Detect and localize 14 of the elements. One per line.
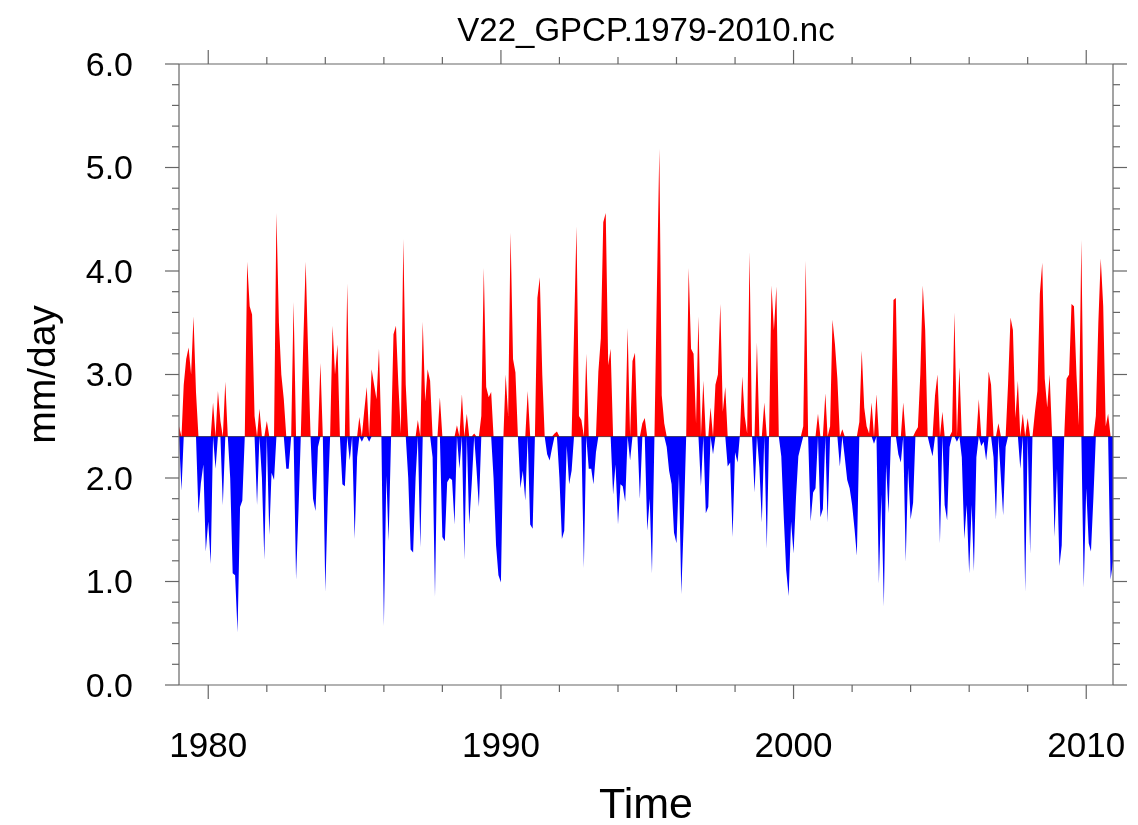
x-tick-label: 2010 xyxy=(1047,725,1126,764)
y-tick-label: 1.0 xyxy=(85,562,133,601)
chart-title: V22_GPCP.1979-2010.nc xyxy=(457,11,835,48)
y-tick-label: 3.0 xyxy=(85,355,133,394)
x-axis-title: Time xyxy=(599,779,693,825)
y-tick-label: 5.0 xyxy=(85,148,133,187)
x-tick-label: 2000 xyxy=(754,725,833,764)
y-tick-label: 6.0 xyxy=(85,44,133,83)
y-tick-label: 4.0 xyxy=(85,251,133,290)
y-tick-label: 0.0 xyxy=(85,665,133,704)
x-tick-label: 1990 xyxy=(462,725,540,764)
x-tick-label: 1980 xyxy=(169,725,248,764)
y-axis-title: mm/day xyxy=(20,304,63,444)
y-tick-label: 2.0 xyxy=(85,458,133,497)
